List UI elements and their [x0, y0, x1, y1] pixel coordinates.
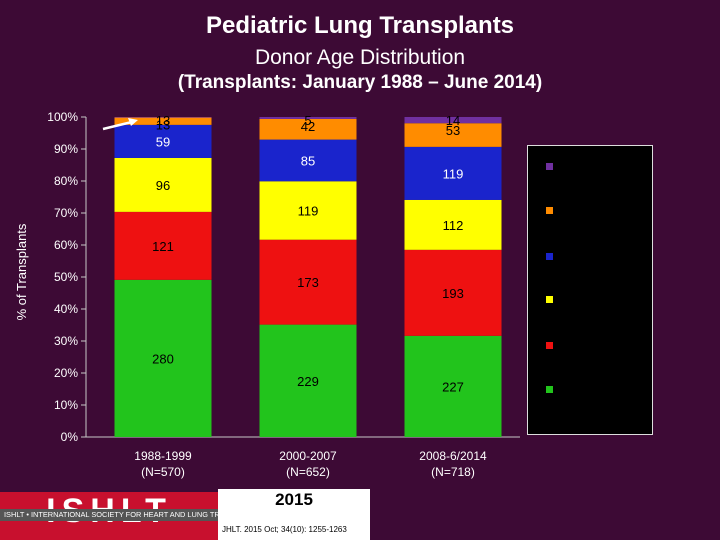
y-tick-label: 10%: [54, 398, 78, 412]
y-tick-label: 70%: [54, 206, 78, 220]
bar-segment-green: [404, 335, 502, 437]
data-label-blue: 59: [156, 134, 170, 149]
data-label-yellow: 112: [443, 218, 464, 233]
bar-segment-orange: [114, 117, 212, 125]
bar-segment-green: [259, 324, 357, 437]
x-tick-sublabel: (N=718): [431, 465, 475, 479]
bar-segment-purple: [114, 117, 212, 118]
x-tick-label: 1988-1999: [134, 449, 192, 463]
pointer-arrow: [102, 120, 133, 131]
y-axis-title: % of Transplants: [14, 223, 29, 320]
chart-subtitle: Donor Age Distribution: [254, 46, 466, 69]
x-tick-sublabel: (N=652): [286, 465, 330, 479]
bar-segment-purple: [259, 117, 357, 119]
data-label-orange: 42: [301, 119, 315, 134]
data-label-red: 121: [152, 239, 174, 254]
bar-segment-orange: [259, 118, 357, 140]
chart-date-range: (Transplants: January 1988 – June 2014): [177, 72, 543, 93]
chart-title: Pediatric Lung Transplants: [205, 12, 515, 39]
data-label-yellow: 119: [298, 203, 319, 218]
publication-year: 2015: [275, 490, 313, 509]
data-label-blue: 85: [301, 153, 315, 168]
x-tick-label: 2000-2007: [279, 449, 337, 463]
legend: [527, 145, 653, 435]
citation: JHLT. 2015 Oct; 34(10): 1255-1263: [222, 525, 347, 534]
bar-segment-orange: [404, 123, 502, 147]
bar-segment-yellow: [114, 157, 212, 212]
bar-segment-green: [114, 279, 212, 437]
data-label-green: 280: [152, 351, 174, 366]
data-label-orange: 53: [446, 123, 460, 138]
y-tick-label: 40%: [54, 302, 78, 316]
legend-swatch-yellow: [546, 296, 553, 303]
data-label-green: 227: [442, 379, 464, 394]
y-tick-label: 100%: [47, 110, 78, 124]
y-tick-label: 30%: [54, 334, 78, 348]
legend-swatch-green: [546, 386, 553, 393]
data-label-top: 14: [446, 113, 460, 128]
data-label-top: 5: [304, 113, 311, 128]
bar-segment-red: [404, 249, 502, 336]
bar-segment-red: [114, 211, 212, 280]
y-tick-label: 50%: [54, 270, 78, 284]
y-tick-label: 90%: [54, 142, 78, 156]
data-label-top: 13: [156, 113, 170, 128]
data-label-red: 173: [297, 275, 319, 290]
x-tick-sublabel: (N=570): [141, 465, 185, 479]
legend-swatch-red: [546, 342, 553, 349]
y-tick-label: 60%: [54, 238, 78, 252]
data-label-orange: 13: [156, 118, 170, 133]
pointer-arrow-head: [128, 118, 138, 126]
data-label-yellow: 96: [156, 178, 170, 193]
bar-segment-yellow: [259, 181, 357, 240]
legend-swatch-blue: [546, 253, 553, 260]
stacked-bar-chart: 0% 10% 20% 30% 40% 50% 60% 70% 80% 90% 100% % of Tr…: [14, 110, 520, 479]
bar-segment-yellow: [404, 199, 502, 250]
year-box: 2015 JHLT. 2015 Oct; 34(10): 1255-1263: [218, 489, 370, 540]
data-label-green: 229: [297, 374, 319, 389]
bar-segment-blue: [259, 139, 357, 182]
data-label-blue: 119: [443, 166, 464, 181]
y-tick-label: 80%: [54, 174, 78, 188]
y-tick-label: 0%: [61, 430, 79, 444]
data-label-red: 193: [442, 286, 464, 301]
bar-segment-blue: [404, 146, 502, 200]
bar-segment-red: [259, 239, 357, 325]
bar-segment-blue: [114, 124, 212, 158]
legend-swatch-orange: [546, 207, 553, 214]
bar-segment-purple: [404, 117, 502, 124]
legend-swatch-purple: [546, 163, 553, 170]
x-tick-label: 2008-6/2014: [419, 449, 487, 463]
y-tick-label: 20%: [54, 366, 78, 380]
